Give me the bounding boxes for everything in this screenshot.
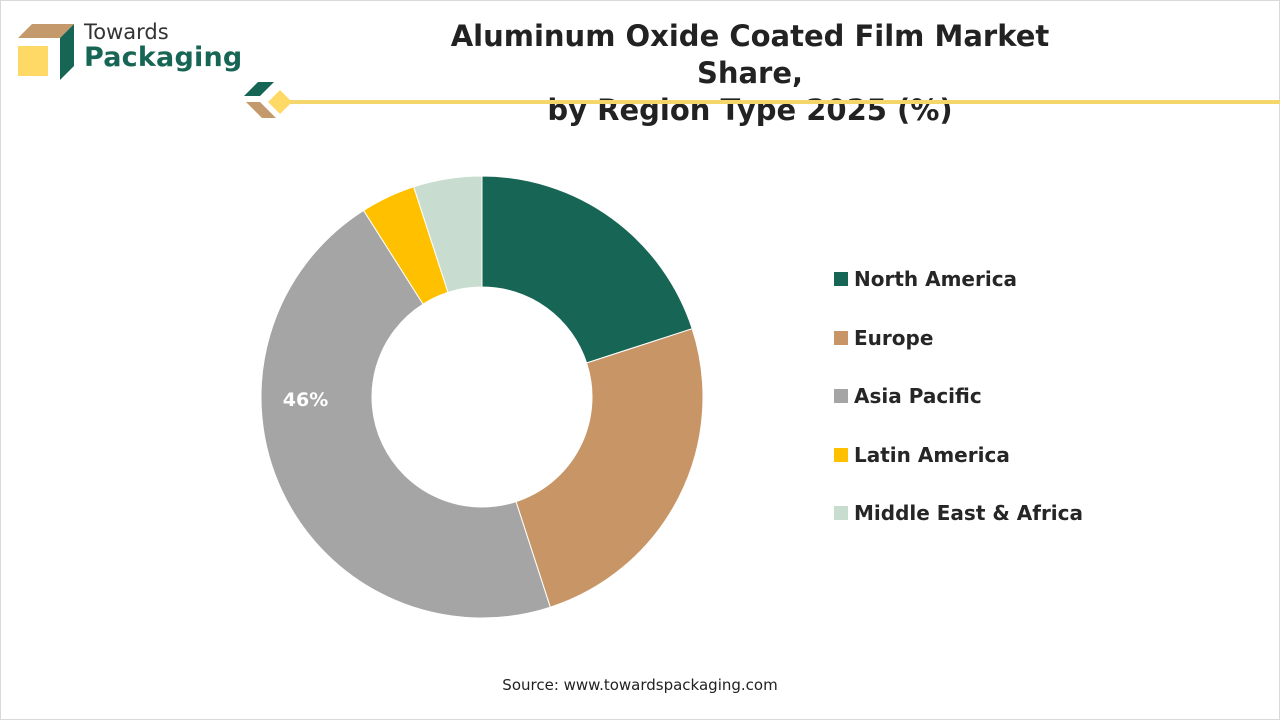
- donut-labels: 46%: [283, 389, 328, 411]
- donut-slice-asia-pacific: [260, 209, 551, 619]
- donut-slice-middle-east-africa: [413, 175, 483, 294]
- brand-name-line1: Towards: [84, 20, 169, 44]
- chart-title-line2: by Region Type 2025 (%): [547, 93, 953, 127]
- legend-label: North America: [854, 267, 1018, 291]
- legend-label: Asia Pacific: [854, 384, 982, 408]
- chart-title: Aluminum Oxide Coated Film Market Share,…: [400, 18, 1100, 129]
- legend-swatch: [834, 330, 848, 345]
- donut-slices: [260, 175, 704, 619]
- legend-item-north-america: North America: [834, 266, 1083, 292]
- legend-swatch: [834, 447, 848, 462]
- donut-slice-north-america: [481, 175, 693, 364]
- legend-item-asia-pacific: Asia Pacific: [834, 383, 1083, 409]
- legend-label: Middle East & Africa: [854, 501, 1084, 525]
- legend-swatch: [834, 389, 848, 403]
- legend-item-europe: Europe: [834, 325, 1083, 351]
- chart-title-line1: Aluminum Oxide Coated Film Market Share,: [450, 19, 1050, 90]
- packaging-box-icon: [18, 24, 74, 80]
- brand-name-line2: Packaging: [84, 42, 243, 73]
- legend-swatch: [834, 506, 848, 520]
- brand-logo: Towards Packaging: [18, 20, 242, 84]
- data-label: 46%: [283, 389, 328, 411]
- chart-legend: North America Europe Asia Pacific Latin …: [834, 266, 1083, 559]
- legend-item-latin-america: Latin America: [834, 442, 1083, 468]
- legend-label: Europe: [854, 325, 934, 350]
- donut-slice-europe: [515, 328, 704, 608]
- legend-label: Latin America: [854, 442, 1010, 467]
- legend-swatch: [834, 272, 848, 286]
- source-note: Source: www.towardspackaging.com: [502, 676, 778, 694]
- title-divider-icon: [244, 82, 292, 118]
- legend-item-middle-east-africa: Middle East & Africa: [834, 500, 1083, 526]
- title-underline: [290, 100, 1280, 104]
